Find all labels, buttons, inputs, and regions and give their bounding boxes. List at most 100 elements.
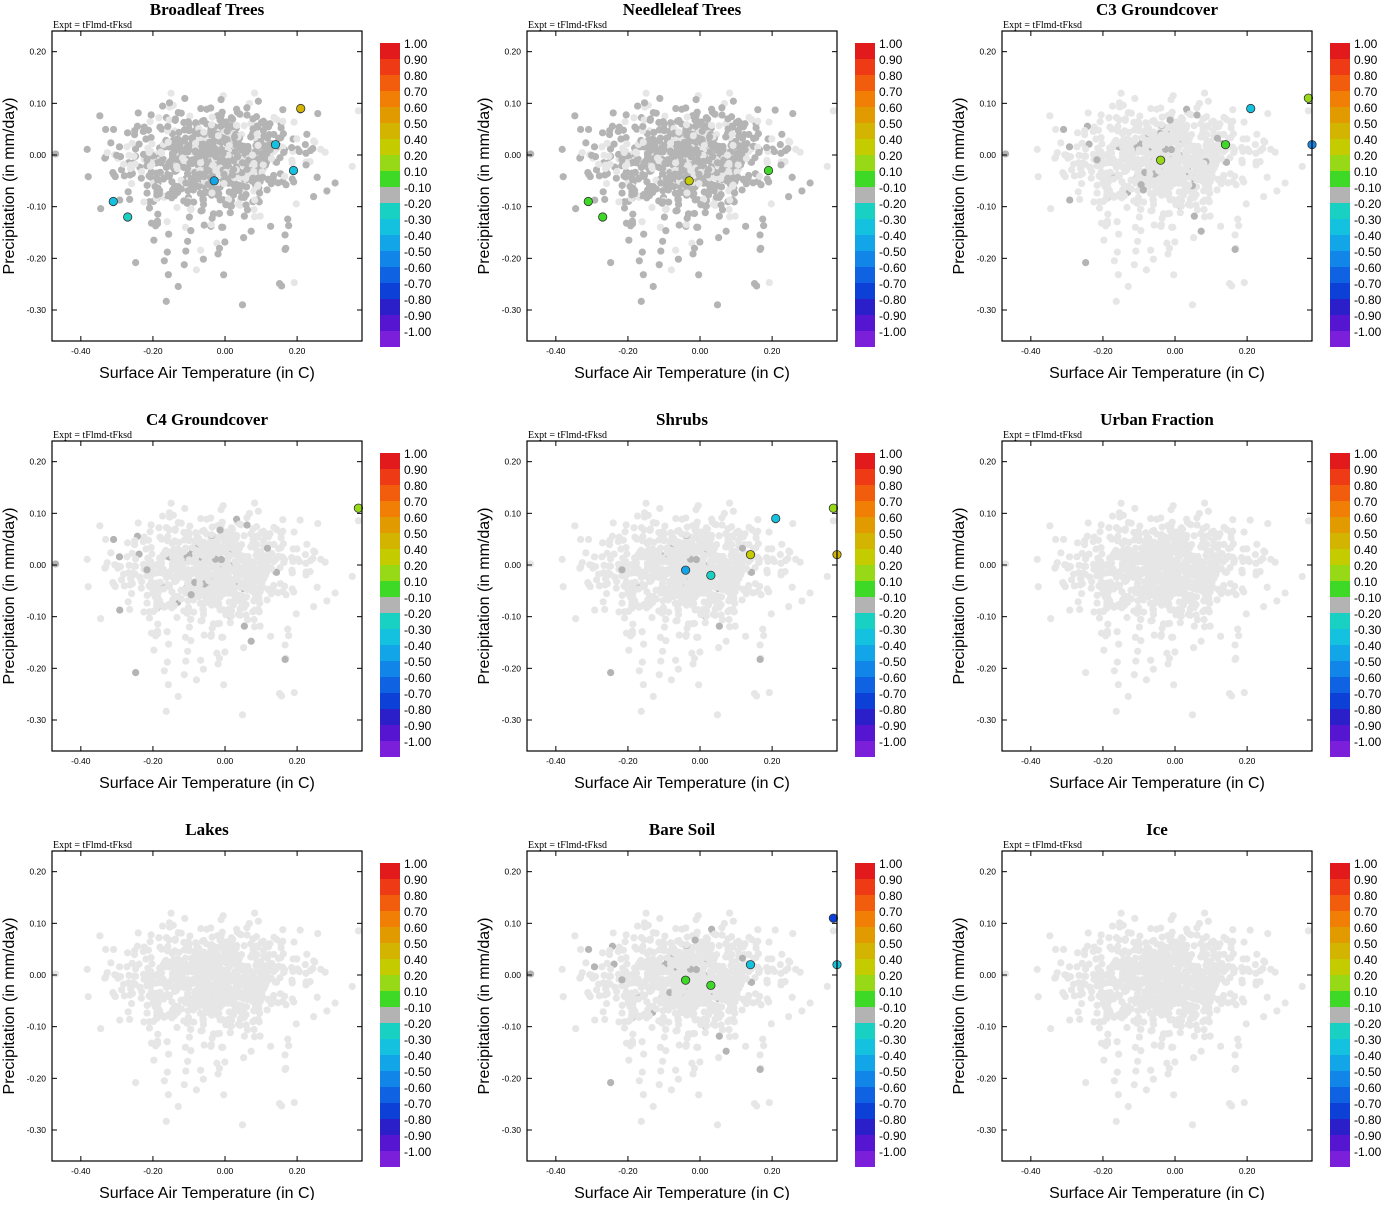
data-point bbox=[127, 165, 134, 172]
data-point bbox=[1093, 156, 1100, 163]
data-point bbox=[711, 520, 718, 527]
y-tick-label: 0.20 bbox=[979, 47, 996, 57]
data-point bbox=[243, 521, 250, 528]
data-point bbox=[1111, 257, 1118, 264]
colorbar-label: -0.50 bbox=[1354, 245, 1382, 259]
data-point bbox=[657, 247, 664, 254]
colorbar-label: -0.30 bbox=[879, 623, 907, 637]
data-point bbox=[219, 634, 226, 641]
data-point bbox=[1252, 150, 1259, 157]
data-point bbox=[729, 142, 736, 149]
colorbar: 1.000.900.800.700.600.500.400.200.10-0.1… bbox=[1330, 37, 1382, 347]
data-point bbox=[595, 161, 602, 168]
data-point bbox=[1231, 173, 1238, 180]
colorbar-label: -0.20 bbox=[404, 197, 432, 211]
background-points bbox=[52, 499, 362, 718]
data-point bbox=[208, 121, 215, 128]
data-point bbox=[187, 227, 194, 234]
data-point bbox=[285, 632, 292, 639]
data-point bbox=[1115, 271, 1122, 278]
experiment-label: Expt = tFlmd-tFksd bbox=[528, 430, 607, 441]
data-point bbox=[1197, 133, 1204, 140]
colorbar-label: -0.70 bbox=[879, 277, 907, 291]
data-point bbox=[172, 527, 179, 534]
data-point bbox=[648, 163, 655, 170]
data-point bbox=[164, 123, 171, 130]
colorbar-cell bbox=[380, 677, 400, 693]
data-point bbox=[716, 144, 723, 151]
data-point bbox=[691, 245, 698, 252]
data-point bbox=[648, 573, 655, 580]
data-point bbox=[238, 194, 245, 201]
data-point bbox=[628, 601, 635, 608]
data-point bbox=[165, 271, 172, 278]
colorbar-cell bbox=[855, 645, 875, 661]
experiment-label: Expt = tFlmd-tFksd bbox=[1003, 430, 1082, 441]
data-point bbox=[646, 192, 653, 199]
data-point bbox=[596, 582, 603, 589]
data-point bbox=[302, 551, 309, 558]
data-point bbox=[125, 562, 132, 569]
data-point bbox=[1217, 223, 1224, 230]
data-point bbox=[1186, 110, 1193, 117]
data-point bbox=[681, 139, 688, 146]
data-point bbox=[291, 689, 298, 696]
data-point bbox=[138, 578, 145, 585]
y-tick-label: -0.30 bbox=[27, 715, 47, 725]
data-point bbox=[256, 599, 263, 606]
y-tick-label: 0.10 bbox=[979, 98, 996, 108]
data-point bbox=[694, 224, 701, 231]
data-point bbox=[154, 621, 161, 628]
data-point bbox=[140, 198, 147, 205]
colorbar-cell bbox=[855, 661, 875, 677]
data-point bbox=[146, 204, 153, 211]
data-point bbox=[737, 123, 744, 130]
data-point bbox=[654, 154, 661, 161]
colorbar-cell bbox=[855, 597, 875, 613]
data-point bbox=[1241, 279, 1248, 286]
colorbar-label: -0.80 bbox=[879, 293, 907, 307]
data-point bbox=[675, 117, 682, 124]
data-point bbox=[302, 150, 309, 157]
data-point bbox=[691, 210, 698, 217]
y-tick-label: -0.10 bbox=[27, 612, 47, 622]
data-point bbox=[208, 531, 215, 538]
data-point bbox=[739, 545, 746, 552]
data-point bbox=[672, 247, 679, 254]
data-point bbox=[591, 143, 598, 150]
data-point bbox=[153, 191, 160, 198]
y-axis-label: Precipitation (in mm/day) bbox=[1, 508, 18, 685]
data-point bbox=[254, 142, 261, 149]
data-point bbox=[723, 228, 730, 235]
data-point bbox=[577, 126, 584, 133]
data-point bbox=[695, 180, 702, 187]
data-point bbox=[755, 559, 762, 566]
data-point bbox=[157, 149, 164, 156]
data-point bbox=[204, 591, 211, 598]
colorbar-cell bbox=[855, 581, 875, 597]
data-point bbox=[52, 560, 59, 567]
data-point bbox=[1059, 169, 1066, 176]
data-point bbox=[717, 570, 724, 577]
data-point bbox=[280, 540, 287, 547]
colorbar-label: 0.90 bbox=[879, 463, 903, 477]
data-point bbox=[764, 175, 771, 182]
data-point bbox=[1082, 259, 1089, 266]
data-point bbox=[216, 245, 223, 252]
data-point bbox=[145, 582, 152, 589]
data-point bbox=[683, 221, 690, 228]
data-point bbox=[672, 159, 679, 166]
x-tick-label: 0.20 bbox=[289, 756, 306, 766]
data-point bbox=[166, 509, 173, 516]
colorbar-cell bbox=[380, 107, 400, 123]
data-point bbox=[1107, 149, 1114, 156]
data-point bbox=[144, 592, 151, 599]
highlight-point bbox=[685, 177, 693, 185]
colorbar-cell bbox=[855, 187, 875, 203]
colorbar-cell bbox=[1330, 75, 1350, 91]
data-point bbox=[713, 194, 720, 201]
data-point bbox=[1189, 301, 1196, 308]
data-point bbox=[249, 561, 256, 568]
data-point bbox=[192, 550, 199, 557]
